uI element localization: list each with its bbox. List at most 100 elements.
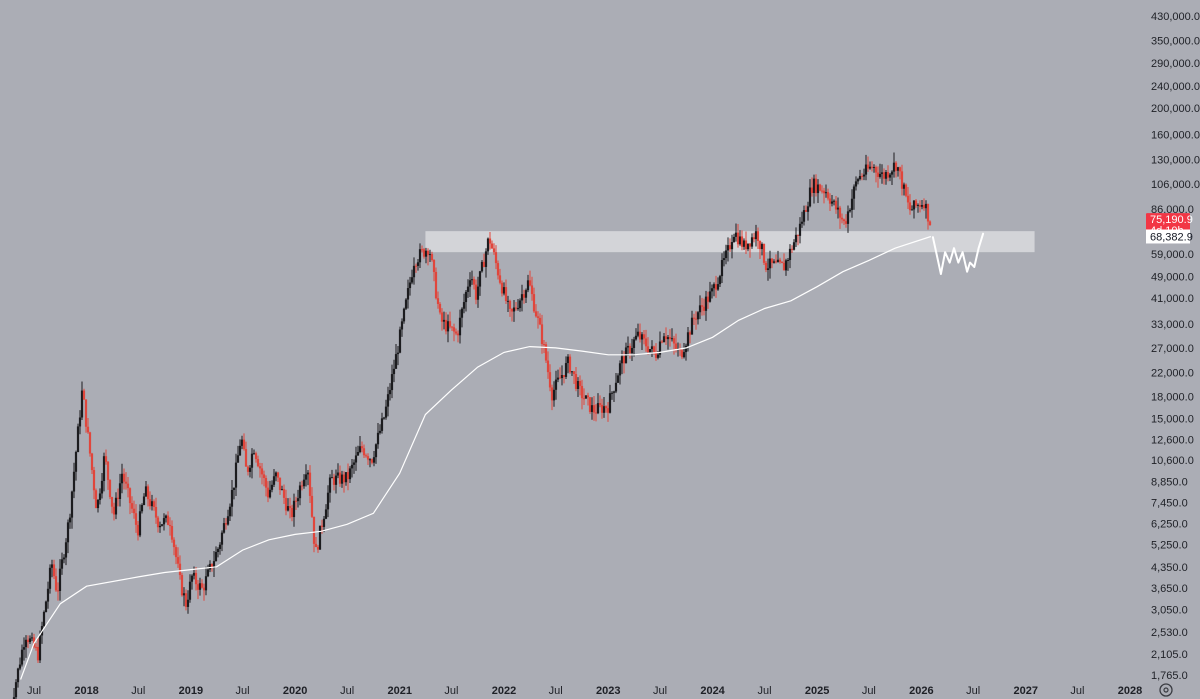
candle-body (298, 485, 302, 499)
candle-body (412, 265, 416, 278)
candle-body (652, 346, 656, 352)
candle-body (104, 456, 108, 462)
candle-body (208, 563, 212, 570)
candle-body (598, 403, 602, 405)
candle-body (526, 280, 530, 291)
candle-body (404, 299, 408, 309)
candle-body (308, 472, 312, 496)
candle-body (178, 563, 182, 576)
candle-body (220, 532, 224, 545)
candle-body (490, 243, 494, 249)
candle-body (60, 559, 64, 569)
moving-average-value: 68,382.9 (1150, 231, 1193, 243)
candle-body (566, 356, 570, 364)
candle-body (146, 486, 150, 500)
candle-body (352, 462, 356, 465)
candle-body (656, 354, 660, 358)
candle-body (454, 331, 458, 334)
candle-body (468, 280, 472, 287)
candle-body (596, 403, 600, 414)
candle-body (116, 497, 120, 499)
candle-body (392, 368, 396, 375)
candle-body (722, 258, 726, 261)
candle-body (638, 331, 642, 340)
candle-body (230, 489, 234, 507)
candle-body (606, 408, 610, 413)
candle-body (254, 453, 258, 460)
time-tick-label: 2028 (1118, 685, 1142, 697)
candle-body (378, 430, 382, 433)
candle-body (836, 207, 840, 210)
candle-body (128, 488, 132, 504)
candle-body (750, 237, 754, 247)
candle-body (738, 236, 742, 245)
price-tick-label: 7,450.0 (1151, 497, 1188, 509)
moving-average-line (20, 235, 932, 680)
candle-body (356, 451, 360, 456)
candle-body (484, 251, 488, 267)
candle-body (584, 395, 588, 399)
time-tick-label: Jul (236, 685, 250, 697)
candle-body (142, 496, 146, 505)
candle-body (64, 542, 68, 558)
price-tick-label: 27,000.0 (1151, 343, 1194, 355)
candle-body (86, 426, 90, 433)
price-axis[interactable]: 430,000.0 350,000.0 290,000.0 240,000.0 200,… (1151, 11, 1200, 682)
candle-body (494, 252, 498, 264)
candle-body (630, 347, 634, 353)
projection-layer (931, 232, 985, 275)
candle-body (164, 515, 168, 519)
candle-body (368, 459, 372, 461)
candle-body (780, 261, 784, 263)
time-tick-label: 2021 (387, 685, 411, 697)
candle-body (122, 473, 126, 482)
price-tick-label: 290,000.0 (1151, 58, 1200, 70)
time-tick-label: 2025 (805, 685, 829, 697)
candle-body (824, 192, 828, 194)
candle-body (420, 249, 424, 251)
candle-body (514, 307, 518, 309)
candle-body (144, 486, 148, 497)
candle-body (136, 524, 140, 536)
candle-body (762, 244, 766, 263)
candle-body (366, 456, 370, 460)
candle-body (562, 374, 566, 377)
price-tick-label: 160,000.0 (1151, 130, 1200, 142)
time-tick-label: 2027 (1013, 685, 1037, 697)
candle-body (488, 238, 492, 244)
candle-body (228, 506, 232, 517)
candle-body (682, 352, 686, 358)
time-axis[interactable]: Jul 2018 Jul 2019 Jul 2020 Jul 2021 Jul 2022 Jul 20… (27, 685, 1142, 697)
candle-body (496, 263, 500, 276)
price-tick-label: 10,600.0 (1151, 455, 1194, 467)
candle-body (646, 346, 650, 352)
candle-body (98, 493, 102, 500)
candle-body (510, 308, 514, 312)
candle-body (20, 649, 24, 665)
candle-body (928, 221, 932, 226)
candle-body (88, 432, 92, 454)
gear-icon[interactable] (1159, 683, 1173, 697)
candle-body (264, 478, 268, 488)
candle-body (442, 319, 446, 322)
candle-body (194, 572, 198, 585)
time-tick-label: 2023 (596, 685, 620, 697)
candle-body (182, 593, 186, 596)
candle-body (94, 490, 98, 509)
candle-body (530, 285, 534, 295)
candle-body (212, 561, 216, 568)
candle-body (218, 544, 222, 549)
candle-body (760, 244, 764, 250)
candle-body (32, 637, 36, 647)
candle-body (58, 568, 62, 591)
candle-body (256, 459, 260, 467)
candle-body (198, 583, 202, 590)
time-tick-label: Jul (444, 685, 458, 697)
candle-body (582, 398, 586, 400)
candle-body (456, 333, 460, 336)
candle-body (912, 200, 916, 210)
candle-body (840, 217, 844, 220)
candle-body (294, 500, 298, 502)
candle-body (742, 240, 746, 247)
